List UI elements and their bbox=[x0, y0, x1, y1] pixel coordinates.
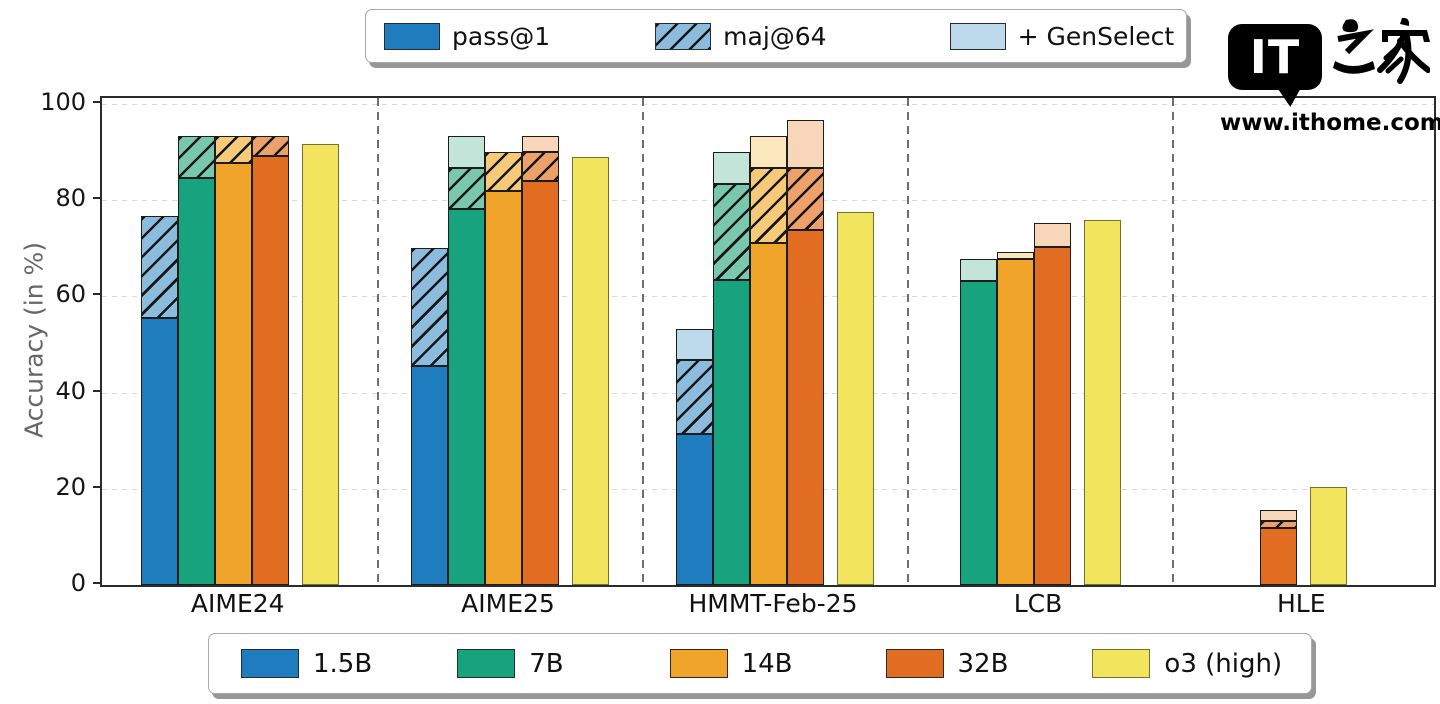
bar-AIME24-14B-maj bbox=[214, 136, 252, 163]
bar-AIME24-1.5B-maj bbox=[140, 216, 178, 319]
x-group-label: HLE bbox=[1276, 589, 1326, 618]
bar-AIME25-32B-pass bbox=[522, 180, 559, 585]
group-separator bbox=[1171, 98, 1174, 585]
bar-HMMT-Feb-25-14B-gen bbox=[750, 136, 787, 168]
ithome-cjk-logo-icon bbox=[1333, 17, 1430, 84]
x-group-label: AIME25 bbox=[461, 589, 555, 618]
y-tick-label: 80 bbox=[55, 184, 86, 213]
bar-HMMT-Feb-25-1.5B-maj bbox=[676, 360, 713, 434]
legend-item-1.5B: 1.5B bbox=[241, 649, 372, 679]
legend-label: pass@1 bbox=[452, 21, 551, 51]
bar-HMMT-Feb-25-32B-gen bbox=[787, 119, 824, 168]
bar-HMMT-Feb-25-7B-pass bbox=[713, 279, 750, 585]
legend-item-+ GenSelect: + GenSelect bbox=[949, 21, 1175, 51]
bar-AIME25-o3 (high)-pass bbox=[572, 156, 609, 585]
bar-HLE-32B-maj bbox=[1259, 521, 1297, 528]
bar-HMMT-Feb-25-1.5B-gen bbox=[676, 328, 713, 361]
legend-swatch bbox=[949, 22, 1006, 50]
y-tick-mark bbox=[93, 293, 101, 296]
bar-HMMT-Feb-25-7B-gen bbox=[713, 152, 750, 185]
bar-LCB-7B-pass bbox=[959, 280, 997, 585]
y-tick-mark bbox=[93, 101, 101, 103]
y-tick-mark bbox=[93, 197, 101, 200]
legend-swatch bbox=[655, 22, 712, 50]
group-separator bbox=[641, 98, 644, 585]
bar-LCB-14B-pass bbox=[996, 258, 1034, 585]
legend-swatch bbox=[885, 649, 944, 678]
legend-item-maj@64: maj@64 bbox=[655, 21, 827, 51]
legend-item-7B: 7B bbox=[457, 648, 564, 679]
bar-AIME24-7B-maj bbox=[177, 136, 215, 178]
bar-HLE-32B-pass bbox=[1259, 527, 1297, 585]
bar-HMMT-Feb-25-1.5B-pass bbox=[676, 433, 713, 585]
y-axis-label: Accuracy (in %) bbox=[19, 241, 49, 439]
y-tick-mark bbox=[93, 389, 101, 392]
legend-label: 32B bbox=[957, 648, 1009, 679]
ithome-logo-text: IT bbox=[1249, 30, 1301, 84]
bar-AIME25-14B-pass bbox=[485, 190, 522, 585]
bar-HMMT-Feb-25-32B-pass bbox=[787, 230, 824, 585]
bar-LCB-7B-gen bbox=[959, 259, 997, 281]
bar-AIME24-14B-pass bbox=[214, 162, 252, 585]
stack-legend: pass@1 maj@64 + GenSelect bbox=[365, 9, 1187, 63]
legend-label: + GenSelect bbox=[1017, 21, 1175, 51]
bar-LCB-32B-gen bbox=[1033, 222, 1071, 248]
legend-swatch bbox=[241, 649, 299, 678]
y-tick-label: 0 bbox=[70, 569, 86, 597]
y-tick-label: 60 bbox=[55, 280, 86, 309]
y-tick-label: 40 bbox=[55, 376, 86, 405]
legend-label: 14B bbox=[741, 648, 793, 679]
bar-HMMT-Feb-25-32B-maj bbox=[787, 167, 824, 231]
y-tick-mark bbox=[93, 485, 101, 488]
legend-label: o3 (high) bbox=[1164, 648, 1283, 679]
bar-AIME24-7B-pass bbox=[177, 177, 215, 585]
y-tick-mark bbox=[93, 582, 101, 584]
group-separator bbox=[906, 98, 909, 585]
x-group-label: AIME24 bbox=[190, 589, 285, 618]
bar-AIME24-32B-pass bbox=[251, 155, 289, 585]
legend-item-pass@1: pass@1 bbox=[384, 22, 550, 51]
legend-label: 1.5B bbox=[313, 648, 373, 679]
y-tick-label: 100 bbox=[40, 88, 86, 116]
bar-LCB-o3 (high)-pass bbox=[1083, 220, 1121, 585]
legend-item-14B: 14B bbox=[669, 648, 793, 679]
legend-swatch bbox=[1092, 649, 1151, 678]
model-legend: 1.5B 7B 14B 32B o3 (high) bbox=[208, 633, 1312, 694]
gridline bbox=[102, 104, 1434, 105]
legend-swatch bbox=[384, 22, 440, 50]
bar-AIME25-32B-gen bbox=[522, 136, 559, 153]
bar-HMMT-Feb-25-14B-pass bbox=[750, 242, 787, 585]
y-tick-label: 20 bbox=[55, 472, 86, 501]
ithome-url: www.ithome.com bbox=[1220, 110, 1440, 136]
bar-HMMT-Feb-25-7B-maj bbox=[713, 184, 750, 280]
bar-HMMT-Feb-25-o3 (high)-pass bbox=[837, 212, 874, 585]
bar-AIME25-7B-maj bbox=[448, 167, 485, 209]
bar-LCB-14B-gen bbox=[996, 252, 1034, 259]
x-group-label: HMMT-Feb-25 bbox=[688, 589, 858, 618]
bar-AIME24-o3 (high)-pass bbox=[301, 144, 339, 585]
bar-HMMT-Feb-25-14B-maj bbox=[750, 167, 787, 243]
x-group-label: LCB bbox=[1013, 589, 1063, 618]
bar-AIME25-1.5B-pass bbox=[411, 365, 448, 585]
bar-HLE-32B-gen bbox=[1259, 510, 1297, 522]
bar-AIME25-7B-gen bbox=[448, 136, 485, 168]
group-separator bbox=[376, 98, 379, 585]
plot-area bbox=[100, 96, 1436, 587]
legend-item-32B: 32B bbox=[885, 648, 1009, 679]
ithome-logo: IT bbox=[1228, 24, 1322, 90]
bar-AIME25-32B-maj bbox=[522, 152, 559, 181]
legend-label: 7B bbox=[529, 648, 564, 679]
bar-AIME25-14B-maj bbox=[485, 152, 522, 191]
legend-label: maj@64 bbox=[723, 21, 827, 51]
legend-item-o3 (high): o3 (high) bbox=[1092, 649, 1282, 679]
bar-AIME24-32B-maj bbox=[251, 136, 289, 156]
bar-HLE-o3 (high)-pass bbox=[1309, 487, 1347, 585]
bar-AIME24-1.5B-pass bbox=[140, 318, 178, 585]
bar-AIME25-7B-pass bbox=[448, 208, 485, 585]
legend-swatch bbox=[457, 649, 516, 678]
bar-AIME25-1.5B-maj bbox=[411, 248, 448, 366]
bar-LCB-32B-pass bbox=[1033, 247, 1071, 585]
legend-swatch bbox=[669, 649, 728, 678]
